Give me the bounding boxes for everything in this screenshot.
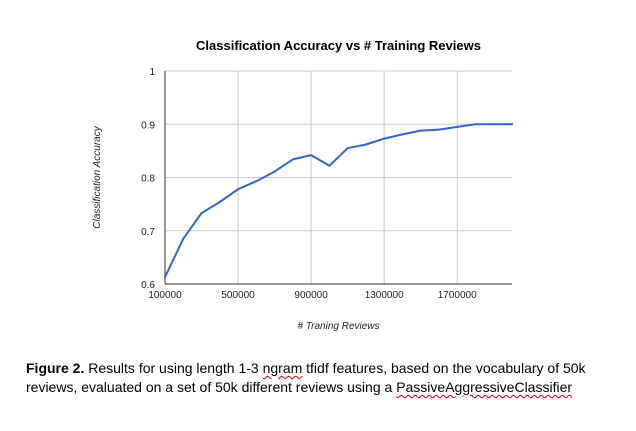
data-point: [401, 133, 404, 136]
data-point: [164, 276, 166, 279]
x-tick-label: 500000: [221, 290, 255, 301]
x-tick-label: 100000: [148, 290, 182, 301]
data-point: [273, 170, 276, 173]
data-point: [456, 125, 459, 128]
data-point: [237, 188, 240, 191]
caption-text-part-1: Results for using length 1-3: [84, 360, 263, 376]
data-point: [364, 143, 367, 146]
y-tick-label: 0.7: [141, 227, 155, 238]
data-point: [310, 154, 313, 157]
data-point: [218, 200, 221, 203]
chart-title: Classification Accuracy vs # Training Re…: [196, 38, 481, 53]
x-tick-label: 900000: [294, 290, 328, 301]
chart: 0.6 0.7 0.8 0.9 1 100000 500000 900000 1300000 17…: [92, 38, 513, 332]
data-point: [474, 123, 477, 126]
y-tick-label: 0.9: [141, 120, 155, 131]
data-point: [200, 212, 203, 215]
data-point: [492, 123, 495, 126]
series-line: [164, 123, 513, 279]
caption-word-classifier: PassiveAggressiveClassifier: [396, 379, 573, 395]
data-point: [291, 158, 294, 161]
x-tick-label: 1700000: [438, 290, 477, 301]
y-tick-label: 0.6: [141, 280, 155, 291]
y-tick-label: 1: [149, 67, 155, 78]
data-point: [511, 123, 513, 126]
caption-label: Figure 2.: [26, 360, 85, 376]
data-point: [419, 129, 422, 132]
data-point: [255, 180, 258, 183]
data-point: [437, 128, 440, 131]
caption-word-ngram: ngram: [262, 360, 303, 376]
x-tick-label: 1300000: [365, 290, 404, 301]
x-axis-label: # Traning Reviews: [297, 321, 379, 332]
data-point: [383, 137, 386, 140]
data-point: [346, 147, 349, 150]
line-chart-svg: 0.6 0.7 0.8 0.9 1 100000 500000 900000 1300000 17…: [92, 38, 513, 332]
data-point: [328, 164, 331, 167]
caption-text-part-2: tfidf features, based on the vocabulary …: [26, 360, 586, 395]
y-axis-label: Classification Accuracy: [92, 125, 103, 228]
figure-caption: Figure 2. Results for using length 1-3 n…: [26, 359, 616, 397]
data-point: [182, 237, 185, 240]
y-tick-label: 0.8: [141, 174, 155, 185]
